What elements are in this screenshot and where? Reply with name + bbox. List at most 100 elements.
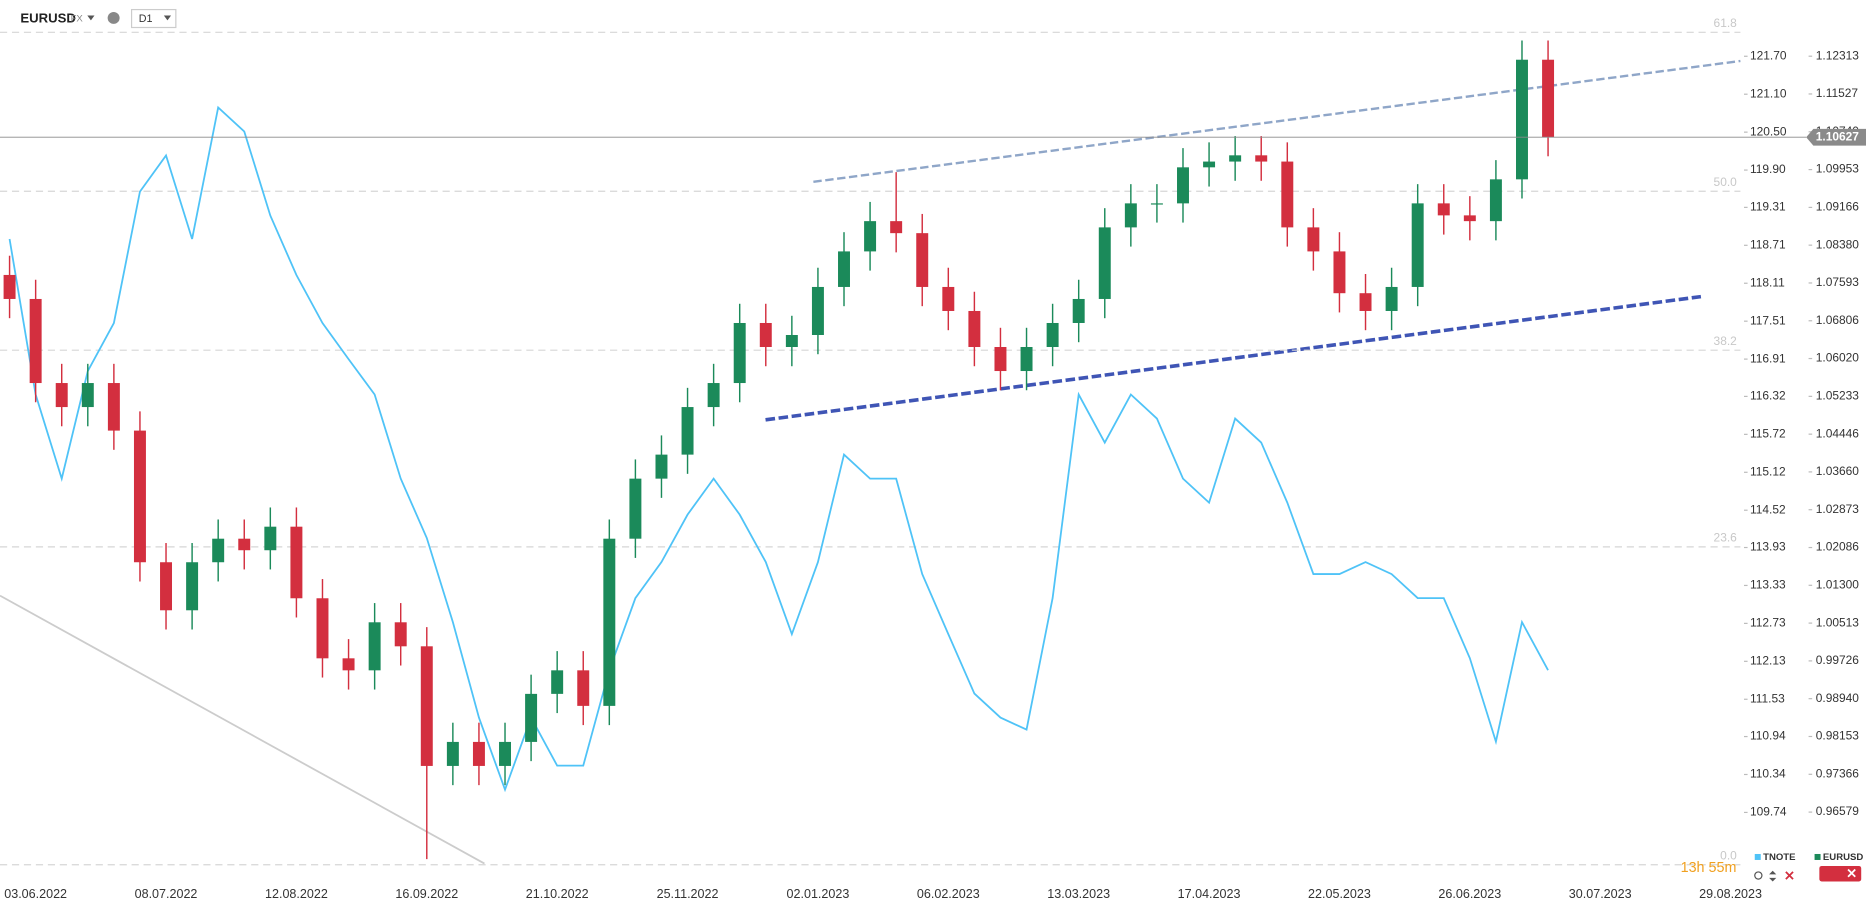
candle-body <box>212 538 225 563</box>
x-tick-label: 02.01.2023 <box>787 887 850 901</box>
move-icon[interactable] <box>1769 870 1777 882</box>
x-tick-label: 22.05.2023 <box>1308 887 1371 901</box>
y-tick-label: 1.01300 <box>1816 577 1860 591</box>
close-icon[interactable] <box>1785 871 1794 880</box>
y2-tick-label: 112.73 <box>1750 616 1786 630</box>
candle-body <box>1124 203 1137 228</box>
y2-tick-label: 120.50 <box>1750 124 1787 138</box>
candle-body <box>316 598 329 659</box>
candle-body <box>707 383 720 408</box>
y-tick-label: 1.02873 <box>1816 502 1860 516</box>
drawn-trendline[interactable] <box>0 594 485 865</box>
market: FX <box>71 14 84 25</box>
last-price-box <box>1806 128 1866 146</box>
candle-body <box>1359 293 1372 311</box>
y-tick-label: 1.08380 <box>1816 237 1860 251</box>
drawn-trendline[interactable] <box>813 59 1741 183</box>
y2-tick-label: 116.32 <box>1750 389 1786 403</box>
candle-body <box>603 538 616 706</box>
candle-body <box>290 526 303 599</box>
y2-tick-label: 112.13 <box>1750 653 1786 667</box>
fib-level-label: 23.6 <box>1714 531 1738 545</box>
candle-body <box>1437 203 1450 216</box>
candle-body <box>1542 59 1555 138</box>
y-tick-label: 1.06020 <box>1816 351 1860 365</box>
candle-body <box>525 693 538 742</box>
candle-body <box>55 383 68 408</box>
candle-body <box>838 251 850 287</box>
candle-body <box>1098 227 1111 299</box>
candle-body <box>551 670 564 694</box>
y2-tick-label: 121.10 <box>1750 86 1787 100</box>
fib-level-label: 0.0 <box>1720 849 1737 863</box>
candle-body <box>655 454 668 479</box>
x-tick-label: 30.07.2023 <box>1569 887 1632 901</box>
x-tick-label: 16.09.2022 <box>395 887 458 901</box>
candle-body <box>785 334 798 348</box>
candle-body <box>186 562 199 611</box>
y-tick-label: 0.98153 <box>1816 729 1860 743</box>
plot: 61.850.038.223.60.01.123131.115271.10740… <box>0 16 1866 901</box>
candle-body <box>1203 161 1216 168</box>
candle-body <box>994 347 1007 372</box>
candle-body <box>394 622 407 647</box>
candle-body <box>1307 227 1320 252</box>
y2-tick-label: 119.31 <box>1750 200 1786 214</box>
timeframe-box[interactable] <box>130 8 177 29</box>
candle-body <box>160 562 173 611</box>
y2-tick-label: 118.11 <box>1750 275 1785 289</box>
y-tick-label: 0.99726 <box>1816 653 1860 667</box>
candle-body <box>264 526 277 551</box>
x-tick-label: 13.03.2023 <box>1047 887 1110 901</box>
candle-body <box>238 538 251 551</box>
y2-tick-label: 118.71 <box>1750 237 1786 251</box>
countdown: 13h 55m <box>1681 860 1737 876</box>
y2-tick-label: 119.90 <box>1750 162 1786 176</box>
remove-icon[interactable] <box>1847 868 1856 878</box>
candle-body <box>681 407 694 455</box>
candle-body <box>1177 167 1189 204</box>
candle-body <box>499 741 511 766</box>
timeframe[interactable]: D1 <box>139 13 153 25</box>
candle-body <box>759 322 772 348</box>
y-tick-label: 1.04446 <box>1816 426 1860 440</box>
candle-body <box>3 274 16 299</box>
info-icon[interactable] <box>107 11 120 24</box>
candle-body <box>864 221 877 252</box>
symbol[interactable]: EURUSD <box>20 11 76 26</box>
candle-body <box>1072 298 1085 323</box>
legend-label: EURUSD <box>1823 852 1863 863</box>
remove-button[interactable] <box>1819 865 1862 882</box>
last-price-label: 1.10627 <box>1816 129 1860 143</box>
y-tick-label: 1.11527 <box>1816 86 1859 100</box>
candle-body <box>1281 161 1294 228</box>
eye-icon[interactable] <box>1754 871 1763 880</box>
y2-tick-label: 116.91 <box>1750 351 1786 365</box>
candle-body <box>446 741 459 766</box>
candle-body <box>1489 179 1502 222</box>
y-tick-label: 1.05233 <box>1816 389 1860 403</box>
candle-body <box>890 221 903 234</box>
candle-body <box>733 322 746 384</box>
legend-swatch <box>1814 853 1821 860</box>
legend-label: TNOTE <box>1763 852 1795 863</box>
series-line <box>8 105 1549 793</box>
candle-body <box>81 383 94 408</box>
y-tick-label: 0.97366 <box>1816 766 1860 780</box>
x-tick-label: 17.04.2023 <box>1178 887 1241 901</box>
y2-tick-label: 115.72 <box>1750 427 1786 441</box>
timeframe-dropdown[interactable] <box>163 15 172 21</box>
candle-body <box>811 286 824 335</box>
y2-tick-label: 117.51 <box>1750 313 1786 327</box>
x-tick-label: 03.06.2022 <box>4 887 67 901</box>
candle-body <box>1255 155 1268 162</box>
x-tick-label: 06.02.2023 <box>917 887 980 901</box>
y2-tick-label: 113.93 <box>1750 540 1786 554</box>
x-tick-label: 21.10.2022 <box>526 887 589 901</box>
y-tick-label: 0.98940 <box>1816 691 1860 705</box>
candle-body <box>342 658 355 671</box>
y2-tick-label: 115.12 <box>1750 464 1786 478</box>
candle-body <box>368 622 381 671</box>
symbol-dropdown[interactable] <box>87 15 95 21</box>
